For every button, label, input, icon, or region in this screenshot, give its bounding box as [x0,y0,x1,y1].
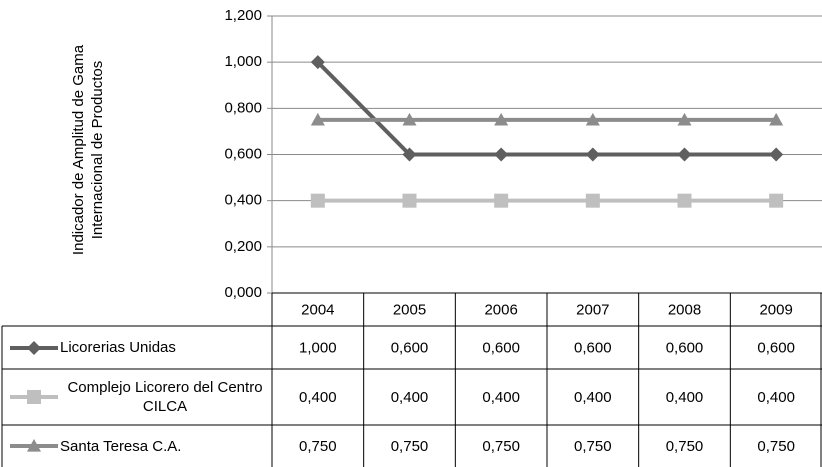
table-value: 0,750 [757,438,795,455]
legend-entry: Licorerias Unidas [8,326,270,369]
series-line [316,60,777,157]
marker [27,390,41,404]
legend-entry: Santa Teresa C.A. [8,425,270,467]
table-value: 0,600 [391,339,429,356]
marker [677,193,692,208]
marker [494,147,509,162]
legend-key [10,390,58,404]
marker [769,147,784,162]
table-value: 0,750 [299,438,337,455]
y-tick-label: 1,000 [224,53,262,70]
y-axis-title: Indicador de Amplitud de Gama Internacio… [70,44,106,256]
marker [769,112,784,126]
x-tick-label: 2006 [484,301,517,318]
marker [585,112,600,126]
table-value: 0,600 [482,339,520,356]
y-tick-label: 1,200 [224,7,262,24]
y-tick-label: 0,800 [224,99,262,116]
table-value: 0,600 [757,339,795,356]
table-value: 0,400 [666,389,704,406]
legend-label: Complejo Licorero del Centro CILCA [67,379,263,415]
table-value: 0,400 [391,389,429,406]
x-tick-label: 2004 [301,301,334,318]
table-value: 0,400 [757,389,795,406]
table-value: 0,750 [482,438,520,455]
x-tick-label: 2008 [668,301,701,318]
y-tick-label: 0,400 [224,192,262,209]
x-tick-label: 2007 [576,301,609,318]
table-value: 1,000 [299,339,337,356]
marker [310,55,325,70]
table-value: 0,600 [666,339,704,356]
marker [677,112,692,126]
table-value: 0,400 [299,389,337,406]
marker [402,112,417,126]
legend-key [10,439,58,452]
table-value: 0,600 [574,339,612,356]
marker [769,193,784,208]
marker [494,193,509,208]
x-tick-label: 2009 [759,301,792,318]
marker [677,147,692,162]
x-tick-label: 2005 [393,301,426,318]
marker [27,340,41,355]
table-value: 0,750 [391,438,429,455]
marker [494,112,509,126]
legend-entry: Complejo Licorero del Centro CILCA [8,369,270,425]
table-value: 0,400 [482,389,520,406]
marker [402,147,417,162]
marker [585,147,600,162]
table-value: 0,750 [666,438,704,455]
marker [402,193,417,208]
marker [310,193,325,208]
table-value: 0,400 [574,389,612,406]
marker [310,112,325,126]
legend-key [10,340,58,355]
y-tick-label: 0,600 [224,145,262,162]
marker [585,193,600,208]
y-tick-label: 0,200 [224,238,262,255]
legend-label: Santa Teresa C.A. [60,437,182,455]
legend-label: Licorerias Unidas [60,339,176,356]
marker [27,439,41,452]
y-tick-label: 0,000 [224,284,262,301]
table-value: 0,750 [574,438,612,455]
